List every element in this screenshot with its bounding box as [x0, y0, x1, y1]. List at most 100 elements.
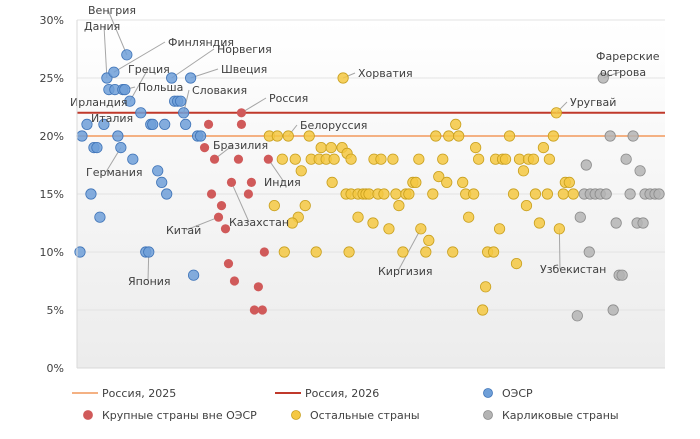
data-point: [557, 188, 569, 200]
data-point: [310, 246, 322, 258]
data-point: [433, 171, 445, 183]
data-point: [627, 130, 639, 142]
data-point: [567, 188, 579, 200]
data-point: [510, 257, 523, 270]
y-tick-label: 20%: [40, 130, 64, 143]
y-tick-label: 0%: [47, 362, 64, 375]
leader-line: [129, 68, 149, 102]
data-point: [246, 177, 257, 187]
data-point: [119, 84, 131, 96]
data-point: [282, 130, 294, 142]
leader-line: [171, 48, 215, 79]
data-point: [447, 246, 459, 258]
data-point: [328, 153, 340, 165]
data-point: [543, 153, 555, 165]
data-point: [520, 200, 533, 212]
legend-label: Россия, 2026: [305, 387, 379, 400]
data-point: [299, 200, 311, 212]
data-point: [276, 153, 288, 165]
data-point: [620, 153, 632, 165]
data-point: [463, 211, 475, 223]
data-point: [343, 246, 355, 258]
legend-dot-swatch: [291, 410, 301, 420]
y-tick-label: 25%: [40, 72, 64, 85]
data-point: [427, 188, 439, 200]
data-point: [470, 142, 482, 154]
data-point: [480, 281, 492, 293]
data-point: [437, 153, 449, 165]
data-point: [108, 66, 120, 78]
data-point: [175, 95, 187, 107]
data-point: [390, 188, 402, 200]
data-point: [653, 188, 665, 200]
leader-line: [113, 41, 166, 73]
data-point: [529, 188, 542, 200]
annotation-label: Швеция: [221, 63, 267, 76]
data-point: [499, 153, 512, 165]
data-point: [85, 188, 97, 200]
data-point: [226, 177, 237, 187]
data-point: [271, 130, 283, 142]
data-point: [257, 305, 267, 315]
annotation-label: Греция: [128, 63, 170, 76]
data-point: [468, 188, 480, 200]
data-point: [159, 118, 171, 131]
data-point: [209, 154, 220, 164]
data-point: [91, 142, 103, 154]
leader-line: [558, 228, 561, 270]
data-point: [527, 153, 540, 165]
data-point: [156, 176, 168, 188]
data-point: [550, 107, 562, 119]
legend-label: Россия, 2025: [102, 387, 176, 400]
data-point: [607, 304, 619, 316]
annotation-label: Япония: [128, 275, 171, 288]
data-point: [74, 246, 86, 258]
data-point: [453, 130, 465, 142]
data-point: [194, 130, 207, 142]
data-point: [216, 201, 227, 211]
legend-label: Остальные страны: [310, 409, 420, 422]
data-point: [180, 118, 192, 131]
legend-dot-swatch: [83, 410, 93, 420]
data-point: [236, 108, 247, 118]
data-point: [375, 153, 387, 165]
annotation-label: Уругвай: [570, 96, 616, 109]
annotation-label: Германия: [86, 166, 142, 179]
data-point: [507, 188, 520, 200]
data-point: [112, 130, 124, 142]
annotation-label: Китай: [166, 224, 201, 237]
data-point: [203, 119, 214, 129]
data-point: [533, 217, 546, 229]
data-point: [493, 223, 506, 235]
data-point: [98, 118, 110, 131]
data-point: [423, 234, 435, 246]
data-point: [383, 223, 395, 235]
data-point: [286, 217, 298, 229]
data-point: [541, 188, 554, 200]
data-point: [637, 217, 649, 229]
data-point: [457, 176, 469, 188]
y-tick-label: 10%: [40, 246, 64, 259]
data-point: [345, 153, 357, 165]
data-point: [600, 188, 612, 200]
data-point: [253, 282, 263, 292]
leader-line: [103, 25, 108, 79]
annotation-label: Фарерские: [596, 50, 660, 63]
data-point: [403, 188, 415, 200]
data-point: [410, 176, 422, 188]
annotation-label: Дания: [84, 20, 120, 33]
data-point: [443, 130, 455, 142]
leader-line: [267, 158, 285, 183]
data-point: [441, 176, 453, 188]
data-point: [604, 130, 616, 142]
data-point: [94, 211, 106, 223]
data-point: [161, 188, 173, 200]
data-point: [616, 269, 628, 281]
data-point: [597, 72, 609, 84]
annotation-label: Казахстан: [229, 216, 289, 229]
data-point: [121, 49, 133, 61]
data-point: [503, 130, 516, 142]
annotation-label: острова: [600, 66, 646, 79]
data-point: [315, 142, 327, 154]
